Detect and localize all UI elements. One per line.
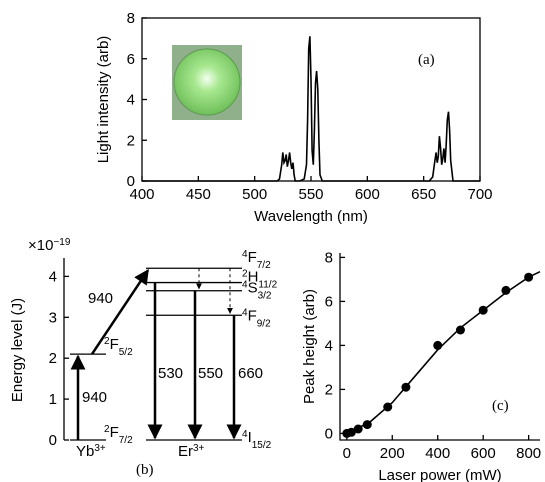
level-label-part: F [248,249,257,266]
y-scale: ×10−19 [28,237,71,255]
data-point [524,272,534,282]
y-tick-label: 0 [49,432,57,449]
ion-label-part: Yb [76,443,94,460]
level-label-part: 2 [104,336,110,347]
data-point [362,420,372,430]
y-tick-label: 2 [325,381,333,398]
level-label-part: 15/2 [252,440,272,451]
level-label-part: 2 [242,268,248,279]
x-tick-label: 200 [380,445,405,462]
ion-label-part: 3+ [94,443,106,454]
level-label-part: H [248,269,259,286]
transition-label: 660 [238,365,263,382]
fit-line [346,270,541,435]
y-tick-label: 8 [127,10,135,27]
level-label-part: 3/2 [258,290,272,301]
y-tick-label: 6 [127,51,135,68]
transition-arrow [90,268,150,355]
y-tick-label: 6 [325,293,333,310]
level-label-part: 7/2 [119,435,133,446]
x-tick-label: 400 [425,445,450,462]
level-label-part: 5/2 [119,347,133,358]
y-tick-label: 4 [127,92,135,109]
level-label: 4S3/2 [242,279,272,301]
level-label: 2F7/2 [104,424,133,446]
ion-label-part: Er [178,443,193,460]
level-label-part: 11/2 [258,279,277,290]
y-tick-label: 0 [325,425,333,442]
level-label: 4F9/2 [242,307,271,329]
x-tick-label: 700 [467,186,492,203]
level-label: 4I15/2 [242,429,272,451]
y-axis-label: Light intensity (arb) [95,36,112,164]
level-label-part: F [248,307,257,324]
level-label-part: 7/2 [257,260,271,271]
level-label-part: F [110,336,119,353]
x-tick-label: 550 [298,186,323,203]
x-axis-label: Laser power (mW) [378,467,501,482]
plot-frame [339,253,540,441]
y-tick-label: 4 [49,268,57,285]
data-point [383,402,393,412]
data-point [353,424,363,434]
x-tick-label: 600 [355,186,380,203]
transition-label: 940 [88,290,113,307]
y-tick-label: 0 [127,173,135,190]
x-tick-label: 0 [343,445,351,462]
transition-label: 940 [82,389,107,406]
y-tick-label: 8 [325,249,333,266]
level-label-part: F [110,424,119,441]
level-label-part: 9/2 [257,318,271,329]
y-tick-label: 2 [127,132,135,149]
level-label-part: 4 [242,279,248,290]
level-label-part: 2 [104,424,110,435]
y-scale-part: ×10 [28,237,53,254]
ion-label: Er3+ [178,443,205,461]
level-label-part: 4 [242,307,248,318]
level-label-part: I [248,429,252,446]
level-label: 2F5/2 [104,336,133,358]
y-axis-label: Energy level (J) [9,298,26,402]
y-tick-label: 4 [325,337,333,354]
data-point [501,285,511,295]
ion-label-part: 3+ [193,443,205,454]
level-label: 4F7/2 [242,249,271,271]
transition-label: 530 [158,365,183,382]
data-point [401,382,411,392]
data-point [478,305,488,315]
x-tick-label: 400 [129,186,154,203]
panel-label: (a) [418,52,435,68]
y-axis-label: Peak height (arb) [301,289,318,404]
x-axis-label: Wavelength (nm) [254,208,368,225]
level-label-part: S [248,280,258,297]
level-label-part: 4 [242,429,248,440]
x-tick-label: 650 [411,186,436,203]
data-point [433,340,443,350]
x-tick-label: 450 [186,186,211,203]
y-tick-label: 2 [49,350,57,367]
level-label-part: 4 [242,249,248,260]
ion-label: Yb3+ [76,443,106,461]
panel-label: (b) [136,462,154,478]
data-point [455,325,465,335]
x-tick-label: 800 [516,445,541,462]
x-tick-label: 500 [242,186,267,203]
transition-label: 550 [198,365,223,382]
x-tick-label: 600 [471,445,496,462]
panel-label: (c) [492,398,509,414]
spectrum-line [142,36,480,182]
y-scale-part: −19 [53,237,70,248]
data-point [346,427,356,437]
y-tick-label: 1 [49,391,57,408]
inset-glow [173,48,241,116]
level-label: 2H11/2 [242,268,278,290]
y-tick-label: 3 [49,309,57,326]
